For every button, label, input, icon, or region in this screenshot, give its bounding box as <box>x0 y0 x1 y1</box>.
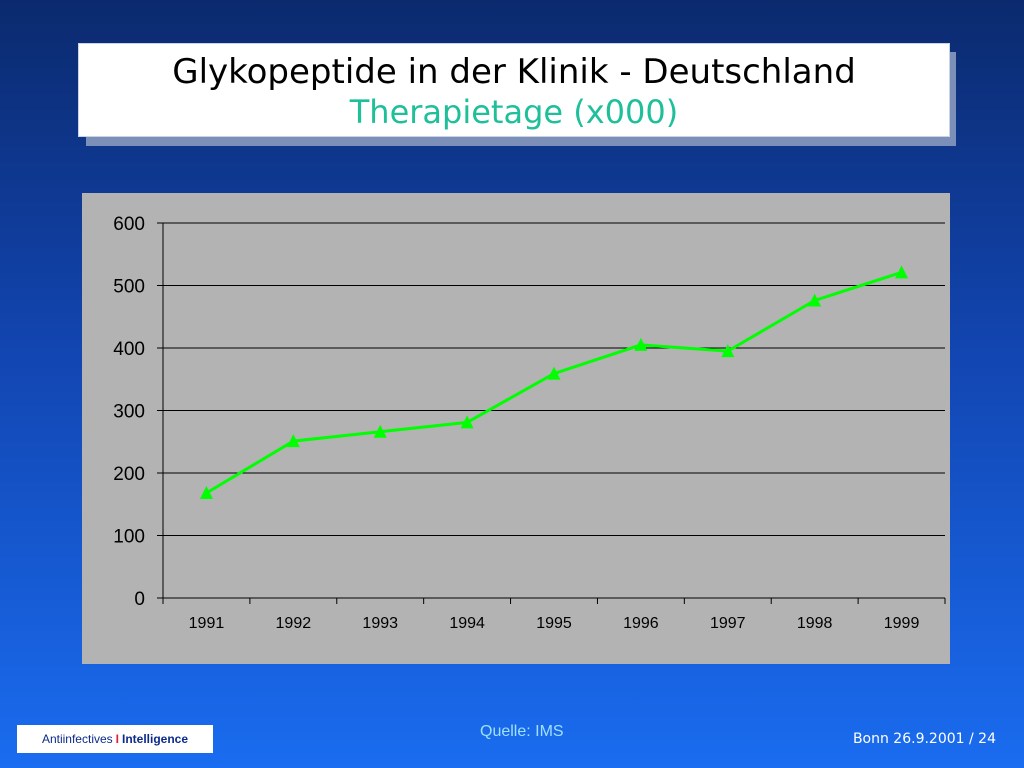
page-info: Bonn 26.9.2001 / 24 <box>852 731 996 747</box>
x-tick-label: 1999 <box>884 615 920 632</box>
data-point <box>634 337 648 351</box>
data-point <box>721 344 735 358</box>
source-label: Quelle: IMS <box>480 723 564 740</box>
data-point <box>808 293 822 307</box>
y-tick-label: 300 <box>113 402 145 423</box>
line-chart: 0 100 200 300 400 500 600 1991 1992 1993 1994 1995 1… <box>113 214 946 632</box>
data-point <box>286 434 300 448</box>
data-point <box>460 415 474 429</box>
x-tick-label: 1993 <box>362 615 398 632</box>
y-tick-label: 500 <box>113 277 145 298</box>
brand-right: Intelligence <box>122 732 189 746</box>
brand-left: Antiinfectives <box>41 732 113 746</box>
x-tick-label: 1996 <box>623 615 659 632</box>
series-line <box>205 270 903 495</box>
data-point <box>199 486 213 499</box>
x-tick-label: 1997 <box>710 615 746 632</box>
brand-separator: I <box>115 732 119 746</box>
y-tick-label: 100 <box>113 527 145 548</box>
chart-panel: 0 100 200 300 400 500 600 1991 1992 1993 1994 1995 1… <box>82 193 950 664</box>
x-tick-label: 1994 <box>449 615 485 632</box>
data-point <box>895 265 909 279</box>
y-tick-label: 400 <box>113 339 145 360</box>
slide-title: Glykopeptide in der Klinik - Deutschland <box>172 52 856 92</box>
brand-logo: Antiinfectives I Intelligence <box>17 725 213 753</box>
x-tick-label: 1992 <box>276 615 312 632</box>
y-tick-label: 600 <box>113 214 145 235</box>
y-tick-label: 0 <box>134 589 145 610</box>
data-point <box>547 366 561 380</box>
x-tick-label: 1995 <box>536 615 572 632</box>
x-tick-label: 1991 <box>189 615 225 632</box>
y-tick-label: 200 <box>113 464 145 485</box>
slide-subtitle: Therapietage (x000) <box>349 93 679 131</box>
x-tick-label: 1998 <box>797 615 833 632</box>
title-box: Glykopeptide in der Klinik - Deutschland… <box>78 43 950 137</box>
data-point <box>373 424 387 438</box>
